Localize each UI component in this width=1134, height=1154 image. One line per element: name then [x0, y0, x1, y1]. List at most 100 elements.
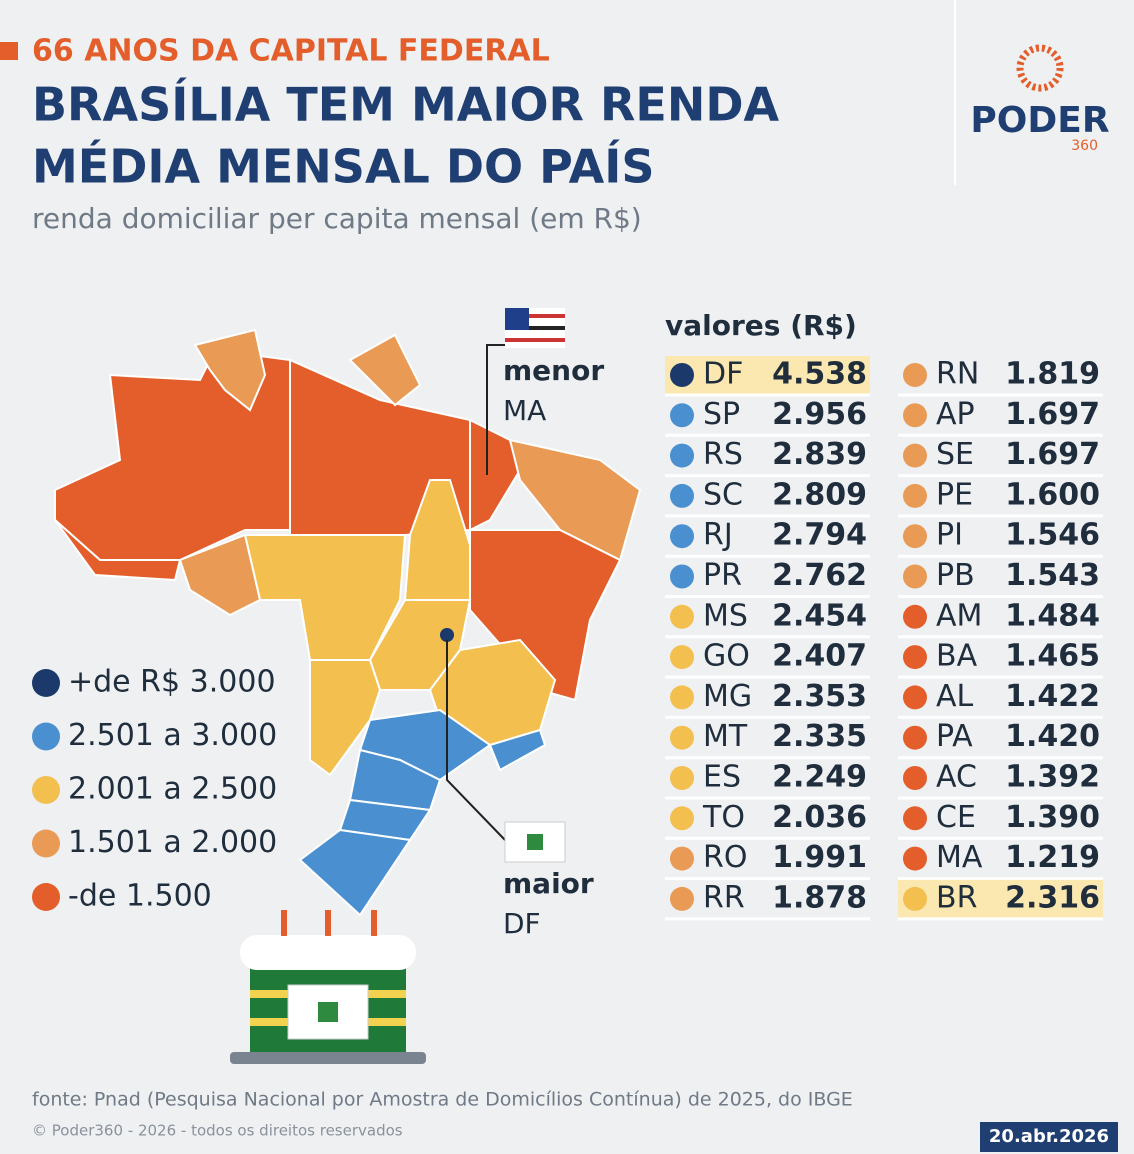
table-heading: valores (R$) — [665, 309, 857, 342]
state: RN — [936, 357, 979, 392]
row-dot — [670, 645, 694, 670]
value: 2.335 — [772, 719, 867, 754]
value: 1.543 — [1005, 558, 1100, 593]
candle — [325, 910, 331, 936]
state: AL — [936, 679, 974, 714]
value: 1.390 — [1005, 800, 1100, 835]
state: MS — [703, 598, 748, 633]
value: 2.316 — [1005, 880, 1100, 915]
row-dot — [670, 524, 694, 549]
state: PA — [936, 719, 973, 754]
value: 2.794 — [772, 518, 867, 553]
row-dot — [903, 604, 927, 629]
state-ma — [469, 418, 522, 532]
row-dot — [670, 564, 694, 589]
map-label: MA — [503, 394, 546, 427]
row-dot — [670, 766, 694, 790]
logo-sun — [1016, 44, 1064, 92]
row-dot — [670, 483, 694, 508]
state-ac — [54, 519, 182, 582]
state: RS — [703, 437, 743, 472]
value: 1.392 — [1005, 760, 1100, 795]
map-label: maior — [503, 867, 594, 900]
state-rj — [488, 728, 547, 772]
value: 4.538 — [772, 357, 867, 392]
row-dot — [903, 483, 927, 508]
value: 2.454 — [772, 598, 867, 633]
flag-stripe — [505, 326, 565, 330]
row-dot — [903, 806, 927, 831]
row-dot — [670, 886, 694, 911]
logo: PODER 360 — [970, 44, 1110, 154]
leader-line — [486, 344, 505, 475]
state: PR — [703, 558, 742, 593]
row-dot — [903, 846, 927, 871]
flag-stripe — [505, 338, 565, 342]
row-dot — [670, 725, 694, 750]
flag-df — [504, 821, 566, 863]
row-highlight — [898, 879, 1103, 918]
row-dot — [903, 725, 927, 750]
df-dot — [440, 628, 454, 642]
row-highlight — [665, 356, 870, 394]
source: fonte: Pnad (Pesquisa Nacional por Amost… — [32, 1089, 853, 1111]
map-label: menor — [503, 354, 604, 387]
state: RO — [703, 840, 747, 875]
legend-dot — [32, 722, 60, 751]
state: AC — [936, 760, 977, 795]
cake-icing — [240, 935, 416, 970]
legend-dot — [32, 669, 60, 697]
row-dot — [670, 806, 694, 831]
value: 1.697 — [1005, 397, 1100, 432]
state: SE — [936, 437, 974, 472]
value: 2.839 — [772, 437, 867, 472]
legend-label: 1.501 a 2.000 — [68, 825, 277, 860]
value: 2.249 — [772, 760, 867, 795]
row-dot — [670, 685, 694, 710]
row-dot — [903, 886, 927, 911]
legend-dot — [32, 883, 60, 911]
state: CE — [936, 800, 976, 835]
row-dot — [903, 685, 927, 710]
row-dot — [903, 766, 927, 790]
value: 1.991 — [772, 840, 867, 875]
row-dot — [670, 443, 694, 468]
state: RR — [703, 880, 745, 915]
row-dot — [670, 604, 694, 629]
value: 1.465 — [1005, 639, 1100, 674]
row-dot — [903, 645, 927, 670]
flag-ma — [505, 308, 565, 348]
logo-text: PODER — [970, 100, 1109, 141]
legend-dot — [32, 829, 60, 858]
legend-dot — [32, 776, 60, 804]
state: MT — [703, 719, 748, 754]
logo-sub: 360 — [1071, 138, 1098, 154]
state: TO — [702, 800, 745, 835]
row-dot — [903, 403, 927, 428]
state: PE — [936, 477, 973, 512]
state-rr — [193, 328, 267, 412]
state: BA — [936, 639, 978, 674]
state-ap — [348, 333, 422, 407]
value: 1.878 — [772, 880, 867, 915]
candle — [281, 910, 287, 936]
kicker-mark — [0, 42, 18, 60]
cake — [230, 910, 426, 1064]
state: DF — [703, 357, 743, 392]
value: 1.484 — [1005, 598, 1100, 633]
row-dot — [670, 403, 694, 428]
flag-stripe — [505, 314, 565, 318]
value: 2.353 — [772, 679, 867, 714]
title: BRASÍLIA TEM MAIOR RENDA — [32, 78, 780, 132]
date-box — [980, 1122, 1118, 1152]
row-dot — [903, 524, 927, 549]
row-dot — [903, 443, 927, 468]
value: 1.697 — [1005, 437, 1100, 472]
value: 2.762 — [772, 558, 867, 593]
state: PI — [936, 518, 963, 553]
value: 2.407 — [772, 639, 867, 674]
flag-emblem — [527, 834, 543, 850]
cake-plate — [230, 1052, 426, 1064]
leader-line — [446, 640, 506, 841]
